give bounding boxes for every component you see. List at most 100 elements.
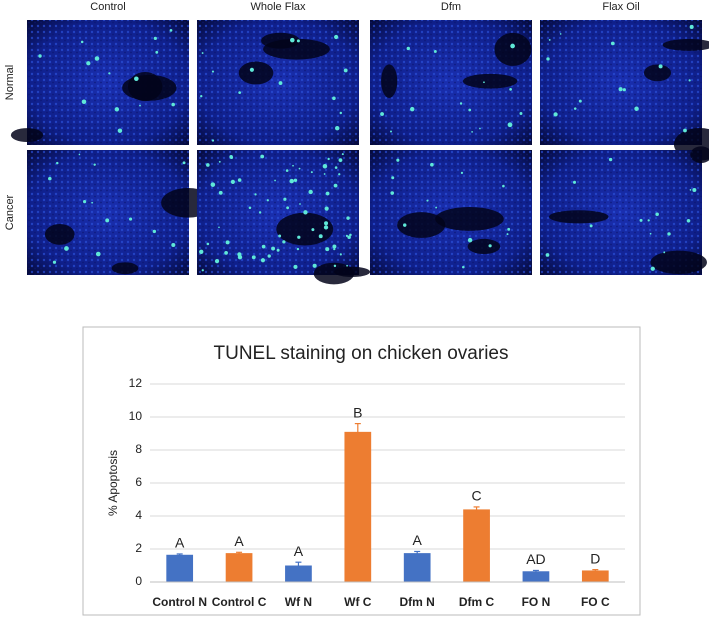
fluorescent-speck: [290, 37, 295, 43]
fluorescent-speck: [171, 102, 175, 107]
fluorescent-speck: [128, 217, 133, 221]
significance-letter: A: [413, 532, 423, 548]
fluorescent-speck: [299, 203, 301, 205]
fluorescent-speck: [689, 24, 694, 29]
fluorescent-speck: [335, 125, 340, 131]
lumen: [111, 262, 139, 275]
fluorescent-speck: [296, 247, 300, 251]
fluorescent-speck: [289, 178, 294, 184]
y-tick-label: 4: [135, 508, 142, 522]
fluorescent-speck: [488, 244, 492, 248]
fluorescent-speck: [346, 216, 350, 220]
fluorescent-speck: [229, 155, 233, 159]
fluorescent-speck: [201, 52, 204, 54]
fluorescent-speck: [210, 182, 216, 187]
fluorescent-speck: [346, 264, 348, 267]
fluorescent-speck: [655, 212, 659, 217]
x-tick-label: Wf N: [285, 595, 312, 609]
fluorescent-speck: [325, 247, 330, 252]
fluorescent-speck: [649, 232, 652, 235]
fluorescent-speck: [297, 235, 301, 239]
fluorescent-speck: [218, 160, 221, 163]
x-tick-label: Control N: [152, 595, 207, 609]
fluorescent-speck: [325, 191, 330, 196]
fluorescent-speck: [214, 259, 220, 264]
fluorescent-speck: [323, 225, 329, 230]
y-tick-label: 12: [129, 376, 143, 390]
fluorescent-speck: [293, 178, 298, 183]
fluorescent-speck: [48, 176, 52, 181]
fluorescent-speck: [390, 191, 395, 195]
fluorescent-speck: [573, 107, 577, 110]
fluorescent-speck: [333, 183, 338, 188]
x-tick-label: Dfm C: [459, 595, 495, 609]
fluorescent-speck: [618, 87, 623, 92]
y-tick-label: 0: [135, 574, 142, 588]
fluorescent-speck: [324, 206, 329, 211]
fluorescent-speck: [271, 246, 276, 251]
lumen: [397, 212, 446, 238]
fluorescent-speck: [433, 50, 437, 53]
fluorescent-speck: [182, 161, 186, 165]
row-label: Normal: [4, 65, 16, 100]
fluorescent-speck: [333, 248, 336, 251]
bar: [522, 571, 550, 582]
fluorescent-speck: [546, 57, 550, 61]
fluorescent-speck: [248, 206, 252, 210]
fluorescent-speck: [634, 106, 639, 111]
nuclei-texture: [540, 20, 702, 145]
lumen: [238, 61, 274, 85]
fluorescent-speck: [169, 29, 173, 32]
fluorescent-speck: [237, 178, 242, 182]
fluorescent-speck: [663, 251, 666, 254]
x-tick-label: Dfm N: [400, 595, 435, 609]
lumen: [122, 74, 177, 101]
fluorescent-speck: [292, 164, 294, 167]
fluorescent-speck: [459, 102, 463, 105]
fluorescent-speck: [108, 72, 111, 75]
fluorescent-speck: [327, 157, 330, 161]
fluorescent-speck: [286, 206, 290, 210]
fluorescent-speck: [238, 91, 242, 95]
fluorescent-speck: [86, 61, 91, 66]
fluorescent-speck: [572, 180, 577, 184]
fluorescent-speck: [462, 265, 465, 269]
fluorescent-speck: [105, 218, 110, 223]
fluorescent-speck: [218, 190, 223, 195]
significance-letter: AD: [526, 551, 545, 567]
fluorescent-speck: [312, 263, 317, 268]
fluorescent-speck: [333, 264, 337, 268]
fluorescent-speck: [308, 189, 313, 195]
fluorescent-speck: [52, 260, 57, 264]
fluorescent-speck: [426, 199, 429, 202]
bar: [225, 553, 253, 582]
fluorescent-speck: [548, 38, 551, 41]
fluorescent-speck: [471, 131, 473, 133]
fluorescent-speck: [278, 81, 283, 85]
fluorescent-speck: [206, 242, 210, 246]
fluorescent-speck: [332, 244, 337, 249]
fluorescent-speck: [249, 67, 254, 72]
column-label: Dfm: [441, 1, 461, 13]
lumen: [467, 238, 501, 255]
fluorescent-speck: [608, 157, 613, 162]
fluorescent-speck: [460, 171, 464, 175]
fluorescent-speck: [296, 39, 300, 43]
lumen: [462, 73, 518, 89]
fluorescent-speck: [139, 104, 141, 107]
fluorescent-speck: [403, 223, 407, 227]
fluorescent-speck: [667, 232, 671, 236]
chart-title: TUNEL staining on chicken ovaries: [214, 343, 509, 364]
fluorescent-speck: [622, 88, 626, 92]
y-tick-label: 10: [129, 409, 143, 423]
fluorescent-speck: [93, 163, 96, 166]
fluorescent-speck: [237, 254, 243, 260]
nuclei-texture: [27, 150, 189, 275]
fluorescent-speck: [689, 189, 692, 191]
fluorescent-speck: [430, 162, 434, 167]
fluorescent-speck: [658, 64, 663, 69]
lumen: [435, 207, 504, 231]
significance-letter: A: [294, 543, 304, 559]
fluorescent-speck: [519, 112, 523, 115]
fluorescent-speck: [211, 70, 215, 73]
